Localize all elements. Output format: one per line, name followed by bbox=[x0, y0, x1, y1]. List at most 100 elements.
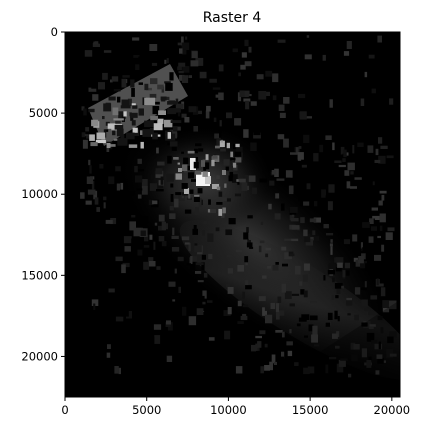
raster-pixel-block bbox=[344, 262, 350, 269]
raster-pixel-block bbox=[215, 227, 220, 232]
raster-pixel-block bbox=[157, 161, 165, 166]
raster-pixel-block bbox=[170, 120, 182, 123]
raster-pixel-block bbox=[160, 96, 167, 101]
raster-pixel-block bbox=[220, 197, 227, 202]
raster-pixel-block bbox=[193, 126, 198, 132]
raster-pixel-block bbox=[253, 130, 261, 136]
raster-pixel-block bbox=[288, 185, 294, 195]
raster-pixel-block bbox=[258, 296, 266, 302]
raster-pixel-block bbox=[120, 182, 124, 190]
raster-pixel-block bbox=[215, 145, 220, 149]
raster-pixel-block bbox=[222, 170, 226, 175]
raster-pixel-block bbox=[98, 40, 106, 44]
raster-pixel-block bbox=[186, 263, 191, 266]
raster-pixel-block bbox=[350, 186, 357, 189]
raster-pixel-block bbox=[94, 197, 99, 205]
raster-pixel-block bbox=[258, 91, 267, 100]
raster-pixel-block bbox=[229, 122, 235, 130]
raster-pixel-block bbox=[100, 62, 104, 68]
raster-pixel-block bbox=[96, 132, 106, 140]
raster-pixel-block bbox=[168, 281, 176, 287]
raster-pixel-block bbox=[361, 299, 368, 307]
raster-pixel-block bbox=[184, 209, 192, 214]
raster-pixel-block bbox=[176, 361, 185, 368]
raster-pixel-block bbox=[374, 254, 382, 261]
raster-pixel-block bbox=[225, 166, 229, 171]
raster-pixel-block bbox=[98, 82, 105, 90]
raster-pixel-block bbox=[177, 42, 183, 46]
raster-pixel-block bbox=[131, 88, 135, 97]
raster-pixel-block bbox=[154, 222, 158, 226]
raster-pixel-block bbox=[213, 117, 217, 122]
raster-edge-mask bbox=[250, 300, 400, 397]
raster-pixel-block bbox=[297, 152, 304, 160]
raster-pixel-block bbox=[84, 94, 90, 100]
raster-pixel-block bbox=[287, 350, 293, 357]
raster-pixel-block bbox=[194, 170, 202, 175]
raster-pixel-block bbox=[323, 224, 329, 229]
raster-pixel-block bbox=[172, 126, 178, 132]
raster-pixel-block bbox=[237, 182, 240, 185]
raster-pixel-block bbox=[158, 110, 166, 115]
raster-pixel-block bbox=[158, 280, 165, 288]
raster-pixel-block bbox=[212, 155, 218, 159]
raster-pixel-block bbox=[147, 337, 155, 346]
raster-pixel-block bbox=[106, 352, 111, 358]
raster-pixel-block bbox=[372, 215, 380, 220]
raster-pixel-block bbox=[334, 310, 338, 320]
raster-pixel-block bbox=[186, 294, 192, 297]
raster-pixel-block bbox=[342, 158, 346, 162]
raster-pixel-block bbox=[336, 363, 344, 373]
raster-pixel-block bbox=[227, 71, 232, 78]
raster-pixel-block bbox=[188, 75, 192, 78]
raster-pixel-block bbox=[336, 257, 344, 265]
x-tick-label: 15000 bbox=[292, 403, 329, 417]
raster-pixel-block bbox=[358, 256, 364, 264]
raster-pixel-block bbox=[214, 133, 221, 139]
raster-pixel-block bbox=[366, 360, 372, 368]
y-tick-label: 5000 bbox=[29, 106, 58, 120]
raster-pixel-block bbox=[143, 245, 150, 248]
raster-pixel-block bbox=[150, 78, 158, 85]
raster-pixel-block bbox=[303, 134, 310, 143]
raster-pixel-block bbox=[256, 350, 261, 355]
raster-pixel-block bbox=[87, 36, 95, 42]
raster-pixel-block bbox=[380, 145, 388, 149]
raster-pixel-block bbox=[177, 162, 180, 165]
raster-pixel-block bbox=[235, 157, 242, 163]
y-tick-label: 0 bbox=[51, 25, 58, 39]
plot-frame bbox=[64, 31, 401, 398]
raster-pixel-block bbox=[378, 137, 383, 144]
raster-pixel-block bbox=[326, 374, 332, 383]
raster-pixel-block bbox=[268, 203, 272, 210]
raster-pixel-block bbox=[205, 230, 210, 234]
raster-pixel-block bbox=[342, 153, 346, 161]
raster-pixel-block bbox=[332, 142, 335, 151]
raster-pixel-block bbox=[196, 308, 204, 315]
raster-pixel-block bbox=[240, 315, 248, 321]
raster-pixel-block bbox=[352, 234, 358, 242]
raster-pixel-block bbox=[84, 50, 93, 57]
raster-pixel-block bbox=[350, 171, 354, 175]
raster-pixel-block bbox=[386, 155, 394, 159]
raster-pixel-block bbox=[303, 201, 310, 206]
raster-pixel-block bbox=[381, 194, 385, 201]
raster-pixel-block bbox=[172, 299, 176, 302]
raster-pixel-block bbox=[189, 189, 194, 194]
raster-pixel-block bbox=[140, 216, 149, 224]
raster-pixel-block bbox=[90, 216, 93, 220]
raster-pixel-block bbox=[348, 373, 352, 378]
raster-pixel-block bbox=[335, 345, 340, 349]
raster-pixel-block bbox=[320, 187, 328, 190]
raster-pixel-block bbox=[269, 361, 273, 371]
raster-pixel-block bbox=[289, 253, 295, 256]
raster-pixel-block bbox=[367, 145, 374, 153]
raster-pixel-block bbox=[167, 108, 177, 115]
raster-pixel-block bbox=[306, 35, 310, 38]
raster-pixel-block bbox=[344, 170, 350, 177]
raster-pixel-block bbox=[143, 361, 150, 366]
raster-pixel-block bbox=[281, 203, 285, 211]
raster-pixel-block bbox=[389, 353, 397, 357]
raster-pixel-block bbox=[135, 64, 140, 70]
raster-pixel-block bbox=[131, 103, 136, 106]
